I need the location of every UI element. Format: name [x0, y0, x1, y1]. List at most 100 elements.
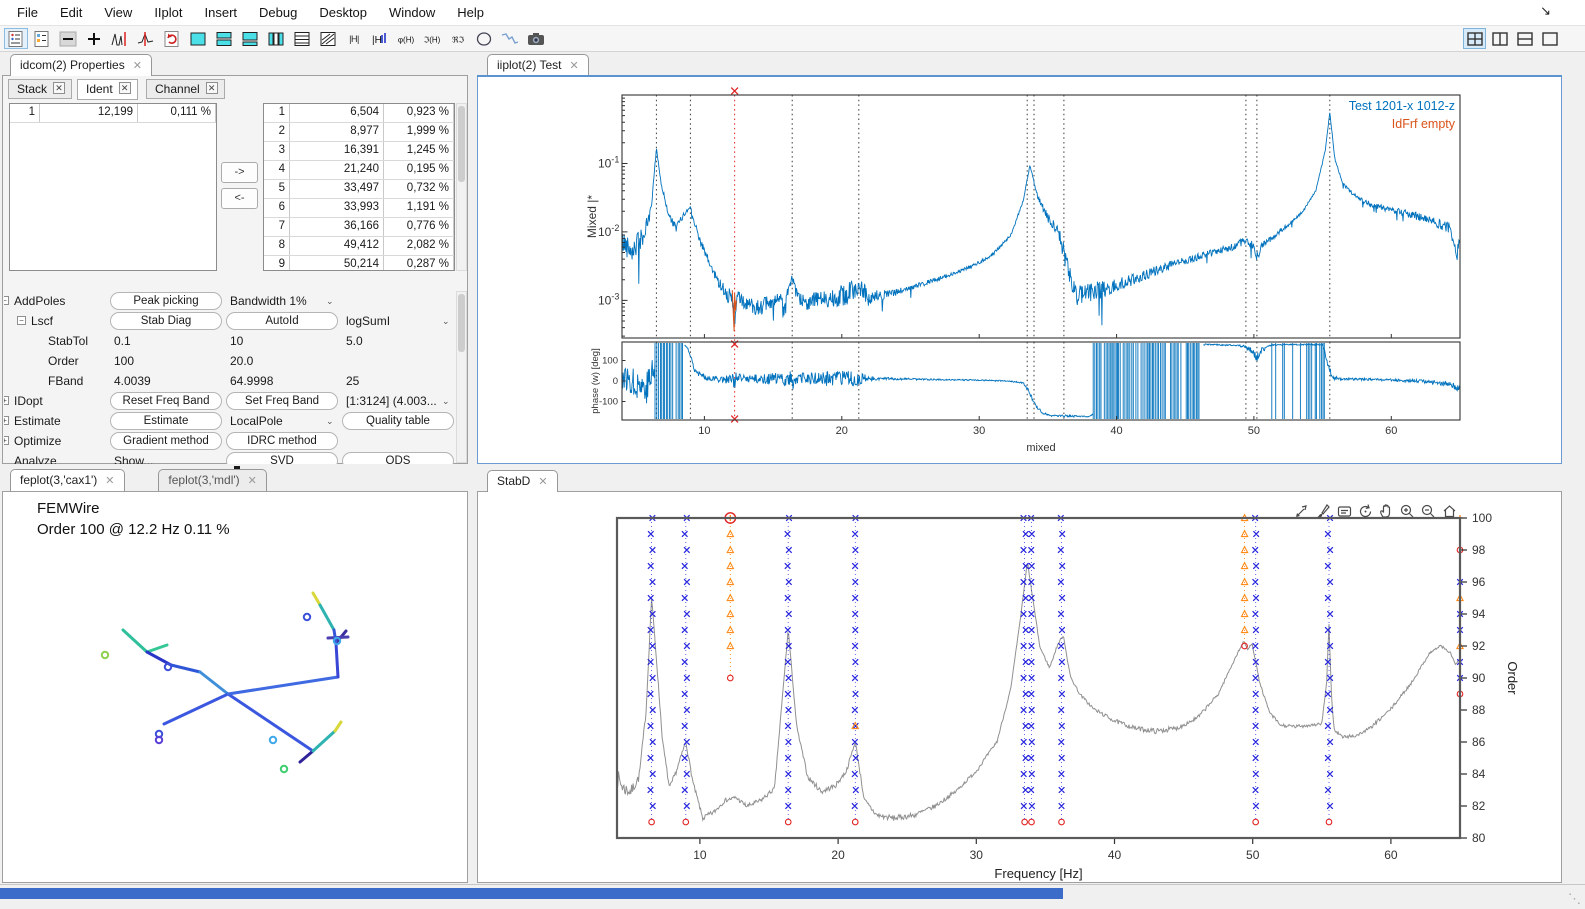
close-icon[interactable]: ✕: [248, 475, 257, 487]
datatip-icon[interactable]: [1335, 502, 1353, 520]
iiplot-properties-icon[interactable]: [30, 28, 54, 49]
tab-feplot-0[interactable]: feplot(3,'cax1')✕: [10, 469, 125, 491]
table-row[interactable]: 533,4970,732 %: [264, 180, 454, 199]
zoom-in-x-icon[interactable]: [82, 28, 106, 49]
dropdown-lscf[interactable]: logSumI: [346, 314, 390, 328]
tab-idcom-properties[interactable]: idcom(2) Properties✕: [10, 54, 152, 76]
tree-value[interactable]: 10: [230, 334, 243, 348]
stab-diag-button[interactable]: Stab Diag: [110, 312, 222, 330]
gradient-method-button[interactable]: Gradient method: [110, 432, 222, 450]
pole-select-icon[interactable]: [134, 28, 158, 49]
tab-iiplot-test[interactable]: iiplot(2) Test✕: [487, 54, 589, 76]
close-icon[interactable]: ✕: [53, 82, 65, 94]
current-poles-table[interactable]: 112,1990,111 %: [9, 103, 217, 271]
tree-value[interactable]: 0.1: [114, 334, 131, 348]
table-row[interactable]: 736,1660,776 %: [264, 218, 454, 237]
layout-two-plots-icon[interactable]: [212, 28, 236, 49]
table-row[interactable]: 950,2140,287 %: [264, 256, 454, 271]
close-icon[interactable]: ✕: [133, 60, 142, 72]
abs-display-icon[interactable]: |H|: [342, 28, 366, 49]
tree-scrollbar[interactable]: [456, 291, 467, 463]
menu-view[interactable]: View: [93, 1, 143, 24]
export-icon[interactable]: [1293, 502, 1311, 520]
peak-picking-icon[interactable]: [108, 28, 132, 49]
quality-table-button[interactable]: Quality table: [342, 412, 454, 430]
menu-help[interactable]: Help: [446, 1, 495, 24]
expander-icon[interactable]: +: [4, 416, 9, 425]
tab-stabd[interactable]: StabD✕: [487, 470, 558, 492]
idcom-properties-icon[interactable]: [4, 28, 28, 49]
subtab-ident[interactable]: Ident✕: [77, 79, 138, 100]
expander-icon[interactable]: +: [4, 396, 9, 405]
desktop-grid-layout-icon[interactable]: [1463, 28, 1486, 49]
menu-window[interactable]: Window: [378, 1, 446, 24]
desktop-hsplit-layout-icon[interactable]: [1513, 28, 1536, 49]
move-right-button[interactable]: ->: [221, 162, 258, 183]
idrc-method-button[interactable]: IDRC method: [226, 432, 338, 450]
menu-debug[interactable]: Debug: [248, 1, 308, 24]
resize-grip[interactable]: ⋱: [1568, 891, 1581, 907]
expander-icon[interactable]: −: [4, 296, 9, 305]
svd-button[interactable]: SVD: [226, 452, 338, 464]
phase-display-icon[interactable]: φ(H): [394, 28, 418, 49]
table-row[interactable]: 421,2400,195 %: [264, 161, 454, 180]
candidate-poles-table[interactable]: 16,5040,923 %28,9771,999 %316,3911,245 %…: [263, 103, 455, 271]
chevron-down-icon[interactable]: ⌄: [326, 416, 334, 427]
expander-icon[interactable]: −: [17, 316, 26, 325]
tree-value[interactable]: 64.9998: [230, 374, 273, 388]
frf-plot[interactable]: 10-110-210-31000-100102030405060mixedMix…: [478, 76, 1561, 463]
desktop-vsplit-layout-icon[interactable]: [1488, 28, 1511, 49]
mag-bars-display-icon[interactable]: |H: [368, 28, 392, 49]
subtab-stack[interactable]: Stack✕: [8, 79, 72, 99]
zoom-out-x-icon[interactable]: [56, 28, 80, 49]
snapshot-icon[interactable]: [524, 28, 548, 49]
dropdown-idopt[interactable]: [1:3124] (4.003...: [346, 394, 437, 408]
home-icon[interactable]: [1440, 502, 1458, 520]
tree-value[interactable]: 4.0039: [114, 374, 151, 388]
table-row[interactable]: 112,1990,111 %: [10, 104, 216, 123]
layout-mag-phase-icon[interactable]: [238, 28, 262, 49]
chevron-down-icon[interactable]: ⌄: [442, 396, 450, 407]
close-icon[interactable]: ✕: [105, 475, 114, 487]
move-left-button[interactable]: <-: [221, 188, 258, 209]
peak-picking-button[interactable]: Peak picking: [110, 292, 222, 310]
menu-edit[interactable]: Edit: [49, 1, 93, 24]
dock-arrow-icon[interactable]: ↘: [1540, 3, 1551, 19]
close-icon[interactable]: ✕: [538, 476, 547, 488]
subtab-channel[interactable]: Channel✕: [146, 79, 225, 99]
menu-insert[interactable]: Insert: [194, 1, 249, 24]
dropdown-addpoles[interactable]: Bandwidth 1%: [230, 294, 307, 308]
ods-button[interactable]: ODS: [342, 452, 454, 464]
zoom-out-icon[interactable]: [1419, 502, 1437, 520]
waterfall-view-icon[interactable]: [316, 28, 340, 49]
close-icon[interactable]: ✕: [569, 60, 578, 72]
brush-icon[interactable]: [1314, 502, 1332, 520]
desktop-single-layout-icon[interactable]: [1538, 28, 1561, 49]
set-freq-band-button[interactable]: Set Freq Band: [226, 392, 338, 410]
legend-entry[interactable]: IdFrf empty: [1392, 117, 1456, 131]
tree-value[interactable]: 25: [346, 374, 359, 388]
tree-value[interactable]: 5.0: [346, 334, 363, 348]
table-view-icon[interactable]: [290, 28, 314, 49]
rotate-icon[interactable]: [1356, 502, 1374, 520]
table-row[interactable]: 316,3911,245 %: [264, 142, 454, 161]
unwrap-phase-icon[interactable]: [498, 28, 522, 49]
zoom-in-icon[interactable]: [1398, 502, 1416, 520]
layout-single-plot-icon[interactable]: [186, 28, 210, 49]
real-imag-display-icon[interactable]: ℜℑ: [446, 28, 470, 49]
tab-feplot-1[interactable]: feplot(3,'mdl')✕: [158, 469, 267, 491]
menu-iiplot[interactable]: IIplot: [143, 1, 193, 24]
legend-entry[interactable]: Test 1201-x 1012-z: [1349, 99, 1455, 113]
estimate-button[interactable]: Estimate: [110, 412, 222, 430]
table-row[interactable]: 633,9931,191 %: [264, 199, 454, 218]
chevron-down-icon[interactable]: ⌄: [442, 316, 450, 327]
autoid-button[interactable]: AutoId: [226, 312, 338, 330]
pan-hand-icon[interactable]: [1377, 502, 1395, 520]
menu-desktop[interactable]: Desktop: [308, 1, 378, 24]
femwire-viewport[interactable]: [3, 526, 467, 882]
imag-display-icon[interactable]: ℑ(H): [420, 28, 444, 49]
tree-value[interactable]: 20.0: [230, 354, 253, 368]
table-row[interactable]: 28,9771,999 %: [264, 123, 454, 142]
expander-icon[interactable]: +: [4, 436, 9, 445]
tree-value[interactable]: 100: [114, 354, 134, 368]
